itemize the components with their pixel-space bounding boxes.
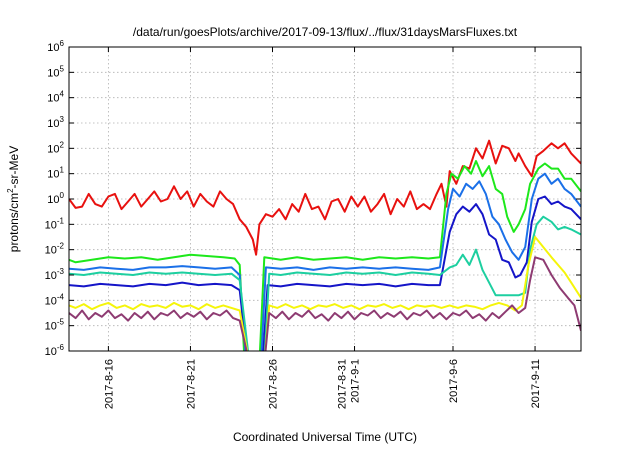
- x-tick-label: 2017-9-1: [350, 359, 362, 403]
- series-line-3: [69, 172, 581, 351]
- x-tick-label: 2017-9-6: [448, 359, 460, 403]
- y-tick-label: 103: [47, 115, 64, 130]
- y-tick-label: 101: [47, 166, 64, 181]
- plot-frame: [68, 46, 582, 352]
- series-line-4: [69, 195, 581, 351]
- y-tick-label: 106: [47, 39, 64, 54]
- series-group: [69, 139, 581, 351]
- y-axis-ticks: 10-6 10-5 10-4 10-3 10-2 10-1 100 101 102 103 104 1…: [45, 39, 581, 358]
- x-axis-ticks: 2017-8-16 2017-8-21 2017-8-26 2017-8-31 2017…: [103, 47, 542, 409]
- x-tick-label: 2017-8-21: [185, 359, 197, 409]
- y-tick-label: 10-1: [45, 216, 65, 231]
- y-axis-label: protons/cm2-sr-MeV: [6, 146, 21, 252]
- grid: [69, 47, 581, 351]
- y-tick-label: 10-3: [45, 267, 65, 282]
- x-tick-label: 2017-8-26: [267, 359, 279, 409]
- y-tick-label: 10-5: [45, 318, 65, 333]
- series-line-6: [69, 236, 581, 351]
- x-tick-label: 2017-9-11: [530, 359, 542, 408]
- y-tick-label: 102: [47, 140, 64, 155]
- y-tick-label: 100: [47, 191, 64, 206]
- x-tick-label: 2017-8-16: [103, 359, 115, 409]
- x-tick-label: 2017-8-31: [337, 359, 349, 409]
- series-line-7: [69, 256, 581, 351]
- y-tick-label: 105: [47, 64, 64, 79]
- y-tick-label: 10-6: [45, 343, 65, 358]
- y-tick-label: 10-4: [45, 292, 65, 307]
- chart-title: /data/run/goesPlots/archive/2017-09-13/f…: [133, 25, 518, 39]
- series-line-1: [69, 139, 581, 256]
- series-line-2: [69, 160, 581, 351]
- y-tick-label: 10-2: [45, 242, 65, 257]
- x-axis-label: Coordinated Universal Time (UTC): [233, 430, 417, 444]
- y-tick-label: 104: [47, 90, 64, 105]
